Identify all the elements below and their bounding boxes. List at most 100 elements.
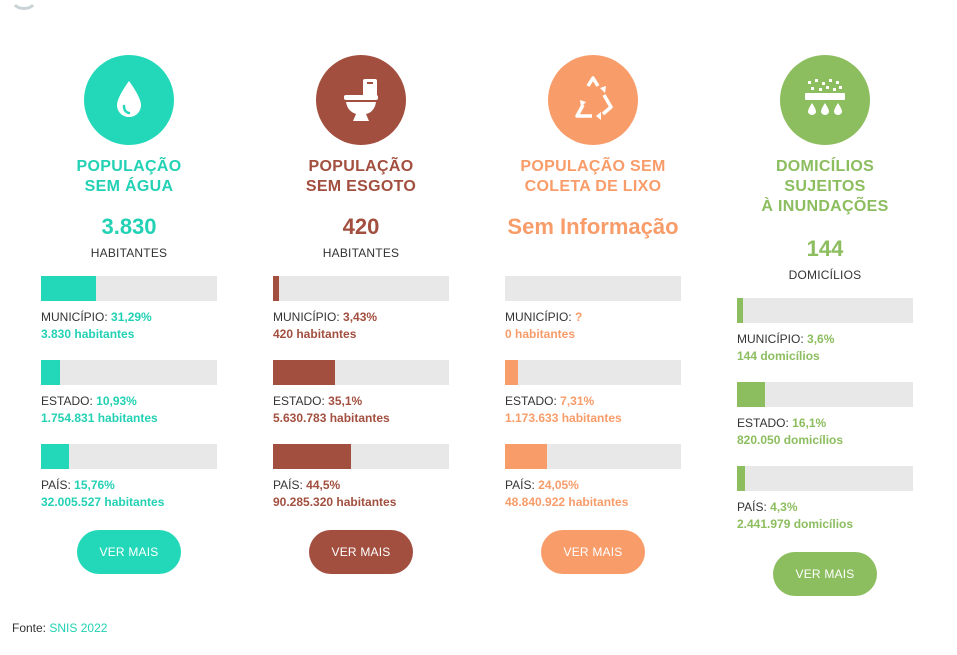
stat-pais: PAÍS: 44,5% 90.285.320 habitantes	[273, 444, 449, 512]
stat-municipio: MUNICÍPIO: ? 0 habitantes	[505, 276, 681, 344]
card-flood: DOMICÍLIOS SUJEITOS À INUNDAÇÕES 144 DOMI…	[737, 55, 913, 596]
corner-decoration	[10, 0, 38, 10]
card-water: POPULAÇÃO SEM ÁGUA 3.830 HABITANTES MUNIC…	[41, 55, 217, 574]
stat-count: 32.005.527 habitantes	[41, 495, 165, 509]
stat-estado: ESTADO: 35,1% 5.630.783 habitantes	[273, 360, 449, 428]
source-note: Fonte: SNIS 2022	[12, 621, 107, 635]
progress-fill	[737, 298, 744, 323]
progress-bar	[737, 298, 913, 323]
progress-bar	[737, 382, 913, 407]
stat-percent: 15,76%	[74, 478, 115, 492]
stat-municipio: MUNICÍPIO: 3,43% 420 habitantes	[273, 276, 449, 344]
stat-label: ESTADO:	[273, 394, 325, 408]
progress-fill	[505, 360, 518, 385]
stat-percent: 7,31%	[560, 394, 595, 408]
stat-count: 0 habitantes	[505, 327, 576, 341]
stat-municipio: MUNICÍPIO: 3,6% 144 domicílios	[737, 298, 913, 366]
progress-bar	[505, 360, 681, 385]
stat-count: 48.840.922 habitantes	[505, 495, 629, 509]
stat-percent: 3,43%	[343, 310, 378, 324]
stat-pais: PAÍS: 4,3% 2.441.979 domicílios	[737, 466, 913, 534]
big-value: 420	[342, 214, 380, 239]
flood-icon	[805, 79, 845, 115]
progress-bar	[41, 276, 217, 301]
progress-bar	[273, 360, 449, 385]
big-value: Sem Informação	[507, 214, 679, 239]
progress-fill	[41, 444, 69, 469]
progress-bar	[737, 466, 913, 491]
stat-percent: 10,93%	[96, 394, 137, 408]
stat-label: PAÍS:	[737, 500, 767, 514]
card-sewer: POPULAÇÃO SEM ESGOTO 420 HABITANTES MUNIC…	[273, 55, 449, 574]
card-title: POPULAÇÃO SEM ESGOTO	[305, 158, 417, 195]
stat-municipio: MUNICÍPIO: 31,29% 3.830 habitantes	[41, 276, 217, 344]
water-drop-icon	[117, 81, 141, 117]
source-label: Fonte:	[12, 621, 47, 635]
stat-label: MUNICÍPIO:	[41, 310, 108, 324]
stat-percent: 31,29%	[111, 310, 152, 324]
progress-fill	[273, 360, 335, 385]
progress-fill	[273, 444, 352, 469]
progress-bar	[273, 276, 449, 301]
ver-mais-button[interactable]: VER MAIS	[541, 530, 645, 574]
stat-label: MUNICÍPIO:	[273, 310, 340, 324]
stat-label: ESTADO:	[737, 416, 789, 430]
water-circle	[84, 55, 174, 145]
card-title: POPULAÇÃO SEM ÁGUA	[76, 158, 182, 195]
progress-fill	[505, 444, 548, 469]
card-trash: POPULAÇÃO SEM COLETA DE LIXO Sem Informaç…	[505, 55, 681, 574]
unit-label	[505, 246, 681, 260]
stat-percent: 35,1%	[328, 394, 363, 408]
progress-fill	[41, 360, 61, 385]
stat-estado: ESTADO: 7,31% 1.173.633 habitantes	[505, 360, 681, 428]
stat-percent: 44,5%	[306, 478, 341, 492]
ver-mais-button[interactable]: VER MAIS	[309, 530, 413, 574]
progress-fill	[273, 276, 280, 301]
big-value: 3.830	[101, 214, 157, 239]
stat-count: 90.285.320 habitantes	[273, 495, 397, 509]
stat-count: 1.754.831 habitantes	[41, 411, 158, 425]
unit-label: HABITANTES	[322, 246, 400, 260]
stat-count: 820.050 domicílios	[737, 433, 844, 447]
stat-count: 144 domicílios	[737, 349, 820, 363]
progress-bar	[505, 444, 681, 469]
recycle-icon	[575, 76, 613, 120]
card-title: DOMICÍLIOS SUJEITOS À INUNDAÇÕES	[761, 158, 889, 215]
card-title: POPULAÇÃO SEM COLETA DE LIXO	[520, 158, 666, 195]
unit-label: HABITANTES	[90, 246, 168, 260]
stat-count: 5.630.783 habitantes	[273, 411, 390, 425]
stat-label: ESTADO:	[41, 394, 93, 408]
progress-bar	[41, 360, 217, 385]
stat-percent: 3,6%	[807, 332, 835, 346]
big-value: 144	[806, 236, 844, 261]
toilet-icon	[344, 79, 378, 121]
stat-pais: PAÍS: 15,76% 32.005.527 habitantes	[41, 444, 217, 512]
stat-label: MUNICÍPIO:	[737, 332, 804, 346]
stat-estado: ESTADO: 16,1% 820.050 domicílios	[737, 382, 913, 450]
stat-percent: 16,1%	[792, 416, 827, 430]
stat-count: 420 habitantes	[273, 327, 357, 341]
stat-percent: 24,05%	[538, 478, 579, 492]
stat-label: MUNICÍPIO:	[505, 310, 572, 324]
progress-fill	[41, 276, 97, 301]
ver-mais-button[interactable]: VER MAIS	[77, 530, 181, 574]
ver-mais-button[interactable]: VER MAIS	[773, 552, 877, 596]
sewer-circle	[316, 55, 406, 145]
stat-count: 2.441.979 domicílios	[737, 517, 854, 531]
stat-label: PAÍS:	[505, 478, 535, 492]
stat-label: PAÍS:	[273, 478, 303, 492]
stat-percent: 4,3%	[770, 500, 798, 514]
progress-fill	[737, 466, 745, 491]
progress-fill	[737, 382, 766, 407]
stat-label: ESTADO:	[505, 394, 557, 408]
progress-bar	[505, 276, 681, 301]
stat-count: 3.830 habitantes	[41, 327, 135, 341]
source-link[interactable]: SNIS 2022	[49, 621, 108, 635]
trash-circle	[548, 55, 638, 145]
stat-count: 1.173.633 habitantes	[505, 411, 622, 425]
flood-circle	[780, 55, 870, 145]
stat-pais: PAÍS: 24,05% 48.840.922 habitantes	[505, 444, 681, 512]
stat-estado: ESTADO: 10,93% 1.754.831 habitantes	[41, 360, 217, 428]
progress-bar	[41, 444, 217, 469]
stat-label: PAÍS:	[41, 478, 71, 492]
